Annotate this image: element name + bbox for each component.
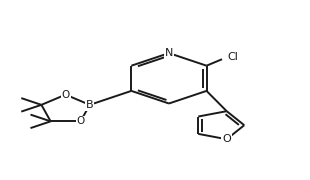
- Text: N: N: [165, 48, 173, 58]
- Text: Cl: Cl: [228, 52, 238, 62]
- Text: B: B: [86, 100, 94, 110]
- Text: O: O: [76, 116, 85, 126]
- Text: O: O: [222, 134, 231, 144]
- Text: O: O: [61, 90, 70, 100]
